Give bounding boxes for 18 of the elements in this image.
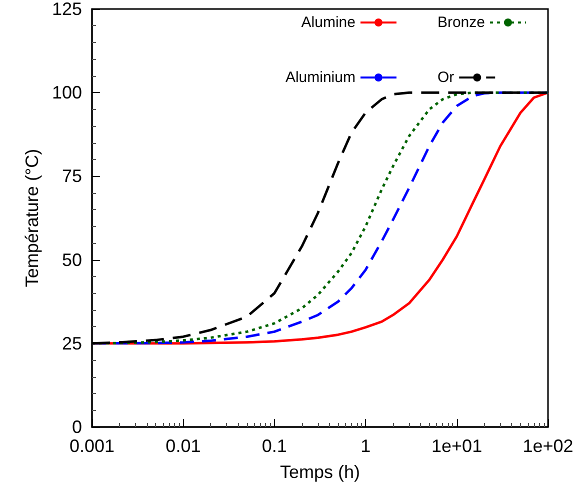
y-tick-label: 50 — [62, 250, 82, 270]
x-tick-label: 1e+01 — [432, 436, 482, 456]
y-tick-label: 125 — [52, 0, 82, 19]
x-tick-label: 1e+02 — [522, 436, 574, 456]
y-tick-label: 0 — [72, 417, 82, 437]
y-axis-title: Température (°C) — [22, 148, 42, 288]
x-tick-label: 0.1 — [262, 436, 287, 456]
legend-label: Aluminium — [285, 69, 356, 86]
legend-label: Bronze — [437, 14, 485, 31]
y-tick-label: 75 — [62, 166, 82, 186]
legend-label: Alumine — [301, 14, 356, 31]
x-tick-label: 0.01 — [166, 436, 201, 456]
x-axis-title: Temps (h) — [280, 462, 360, 482]
x-tick-label: 0.001 — [69, 436, 115, 456]
y-tick-label: 100 — [52, 82, 82, 103]
x-tick-label: 1 — [360, 436, 371, 456]
y-tick-label: 25 — [62, 333, 82, 354]
legend-label: Or — [437, 69, 454, 86]
